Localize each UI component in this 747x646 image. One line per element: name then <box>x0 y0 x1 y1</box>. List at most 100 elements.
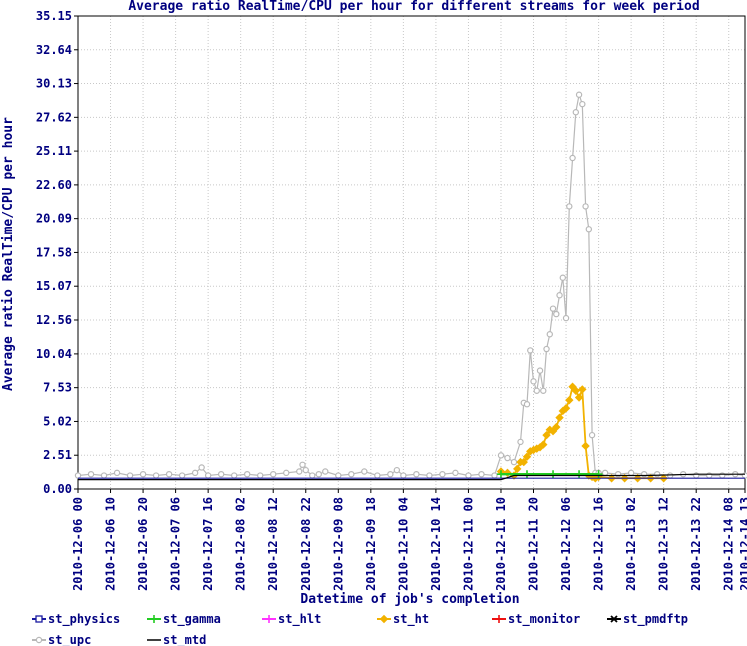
data-point-st-upc <box>302 466 309 474</box>
data-point-st-upc <box>497 452 505 459</box>
data-point-st-upc <box>465 472 472 479</box>
legend-item-st-upc: st_upc <box>32 633 91 646</box>
x-tick-label: 2010-12-10 14 <box>429 497 443 591</box>
legend-label: st_pmdftp <box>623 612 688 627</box>
legend-swatch-marker <box>379 614 389 624</box>
data-point-st-upc <box>582 203 589 210</box>
data-point-st-upc <box>191 469 199 477</box>
chart-title: Average ratio RealTime/CPU per hour for … <box>128 0 699 14</box>
plot-area <box>74 91 747 483</box>
data-point-st-ht <box>542 430 551 440</box>
data-point-st-upc <box>579 100 586 108</box>
data-point-st-upc <box>178 472 186 479</box>
data-point-st-upc <box>204 472 212 479</box>
x-tick-label: 2010-12-11 20 <box>527 497 541 591</box>
x-tick-label: 2010-12-13 02 <box>624 497 638 591</box>
data-point-st-upc <box>553 310 560 318</box>
legend-label: st_physics <box>48 612 120 627</box>
data-point-st-upc <box>601 469 609 477</box>
x-tick-label: 2010-12-09 18 <box>364 497 378 591</box>
x-tick-label: 2010-12-06 20 <box>136 497 150 591</box>
data-point-st-upc <box>653 470 661 478</box>
x-tick-label: 2010-12-07 16 <box>201 497 215 591</box>
y-tick-label: 27.62 <box>36 110 72 124</box>
y-tick-label: 15.07 <box>36 279 72 293</box>
data-point-st-upc <box>556 292 563 299</box>
data-point-st-upc <box>400 472 407 479</box>
data-point-st-upc <box>527 347 534 354</box>
data-point-st-gamma <box>523 470 532 479</box>
data-point-st-upc <box>627 469 635 477</box>
data-point-st-upc <box>198 464 205 471</box>
data-point-st-upc <box>387 470 394 478</box>
data-point-st-ht <box>581 441 590 451</box>
data-point-st-upc <box>139 470 147 478</box>
y-tick-label: 5.02 <box>43 414 72 428</box>
legend-swatch-marker <box>150 615 158 623</box>
data-point-st-ht <box>561 404 571 413</box>
data-point-st-upc <box>296 468 303 475</box>
data-point-st-upc <box>559 274 566 281</box>
data-point-st-ht <box>571 386 581 395</box>
legend-label: st_upc <box>48 633 91 646</box>
data-point-st-upc <box>299 461 306 468</box>
legend-label: st_hlt <box>278 612 321 627</box>
data-point-st-upc <box>452 469 459 477</box>
data-point-st-upc <box>315 470 322 478</box>
data-point-st-upc <box>585 226 593 233</box>
data-point-st-upc <box>536 367 544 374</box>
data-point-st-upc <box>87 470 95 478</box>
legend-label: st_mtd <box>163 633 206 646</box>
data-point-st-upc <box>348 470 355 478</box>
data-point-st-upc <box>74 472 82 479</box>
y-axis-label: Average ratio RealTime/CPU per hour <box>1 117 16 391</box>
x-tick-label: 2010-12-12 16 <box>592 497 606 591</box>
data-point-st-upc <box>413 470 420 478</box>
x-tick-label: 2010-12-09 08 <box>331 497 345 591</box>
y-tick-label: 10.04 <box>36 347 72 361</box>
data-point-st-upc <box>543 345 550 353</box>
data-point-st-upc <box>540 387 547 394</box>
legend-label: st_ht <box>393 612 429 627</box>
legend-swatch-marker <box>35 636 43 644</box>
data-point-st-upc <box>439 470 446 478</box>
series-st-mtd <box>78 473 745 481</box>
data-point-st-ht <box>552 422 561 432</box>
data-point-st-upc <box>270 470 277 478</box>
legend-item-st-monitor: st_monitor <box>492 612 580 627</box>
x-tick-label: 2010-12-08 12 <box>266 497 280 591</box>
data-point-st-upc <box>361 468 368 475</box>
data-point-st-upc <box>575 91 583 98</box>
x-tick-label: 2010-12-11 00 <box>461 497 475 591</box>
data-point-st-upc <box>533 387 540 394</box>
legend-swatch-marker <box>610 615 618 623</box>
data-point-st-upc <box>588 431 596 439</box>
data-point-st-gamma <box>594 470 603 479</box>
data-point-st-upc <box>322 468 329 475</box>
data-point-st-upc <box>113 469 121 477</box>
x-tick-label: 2010-12-08 22 <box>299 497 313 591</box>
data-point-st-ht <box>513 464 522 474</box>
x-tick-label: 2010-12-06 10 <box>104 497 118 591</box>
data-point-st-upc <box>393 466 401 474</box>
data-point-st-upc <box>230 472 238 479</box>
x-axis-label: Datetime of job's completion <box>300 592 519 607</box>
data-point-st-ht <box>555 413 564 422</box>
y-tick-label: 30.13 <box>36 77 72 91</box>
data-point-st-upc <box>562 314 570 322</box>
data-point-st-upc <box>523 401 531 408</box>
data-point-st-gamma <box>575 470 584 479</box>
data-point-st-upc <box>569 154 576 162</box>
data-point-st-upc <box>510 458 518 466</box>
data-point-st-upc <box>517 438 524 446</box>
x-tick-label: 2010-12-14 13 <box>738 497 747 591</box>
data-point-st-upc <box>426 472 433 479</box>
y-tick-label: 22.60 <box>36 178 72 192</box>
y-tick-label: 20.09 <box>36 212 72 226</box>
data-point-st-upc <box>100 472 108 479</box>
legend-swatch-marker <box>265 615 273 623</box>
data-point-st-ht <box>578 385 587 394</box>
data-point-st-ht <box>565 395 574 405</box>
series-st-gamma <box>496 470 603 479</box>
